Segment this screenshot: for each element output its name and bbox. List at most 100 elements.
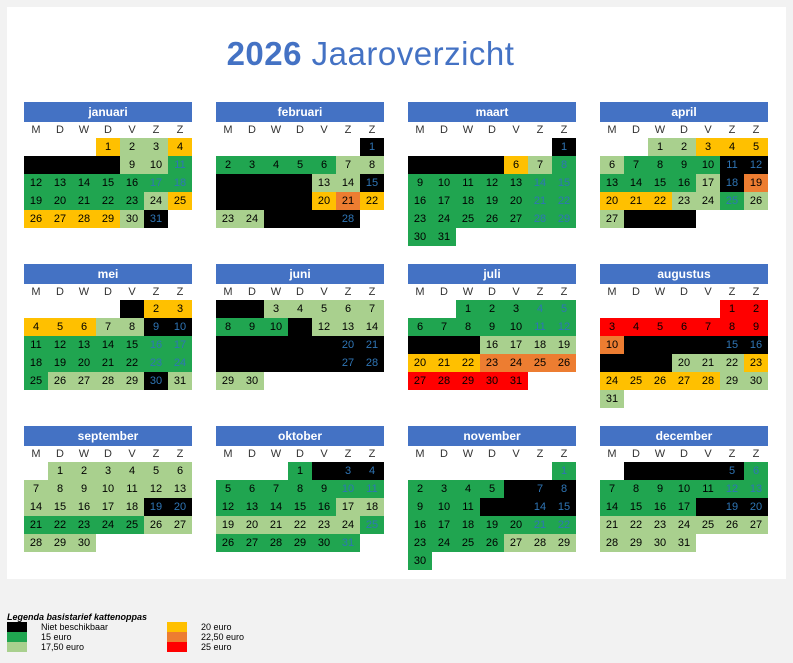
day-name: D: [248, 124, 256, 136]
day-name: D: [440, 286, 448, 298]
day-cell: 17: [96, 498, 120, 516]
day-cell: 26: [648, 372, 672, 390]
day-cell: 7: [696, 318, 720, 336]
day-cell: 24: [504, 354, 528, 372]
week-row: 21 22 23 24 25 26 27: [24, 516, 192, 534]
week-row: 16 17 18 19 20 21 22: [408, 516, 576, 534]
day-cell: 12: [480, 174, 504, 192]
day-cell: 27: [240, 534, 264, 552]
day-cell: [456, 156, 480, 174]
day-cell: 8: [360, 156, 384, 174]
day-cell: [600, 462, 624, 480]
day-cell: 25: [720, 192, 744, 210]
month-augustus: augustus M D W D V Z Z 1 2 3 4 5 6 7 8 9 10 15 16 20 21 22 23 24…: [600, 264, 768, 408]
day-name: Z: [560, 286, 568, 298]
day-cell: 2: [744, 300, 768, 318]
day-name: V: [512, 286, 520, 298]
day-cell: 11: [120, 480, 144, 498]
week-row: 30 31: [408, 228, 576, 246]
day-cell: 17: [432, 516, 456, 534]
day-cell: 20: [240, 516, 264, 534]
legend: Legenda basistarief kattenoppas Niet bes…: [7, 612, 307, 652]
day-cell: 11: [456, 498, 480, 516]
legend-swatch: [167, 642, 187, 652]
day-cell: 9: [480, 318, 504, 336]
day-cell: 6: [168, 462, 192, 480]
day-cell: 9: [120, 156, 144, 174]
day-cell: 15: [552, 498, 576, 516]
day-cell: [456, 336, 480, 354]
day-cell: 27: [48, 210, 72, 228]
day-cell: 9: [648, 480, 672, 498]
day-cell: [624, 138, 648, 156]
day-cell: 5: [216, 480, 240, 498]
day-cell: 22: [288, 516, 312, 534]
day-cell: 27: [72, 372, 96, 390]
day-name: W: [654, 286, 666, 298]
day-cell: 1: [48, 462, 72, 480]
day-name: M: [607, 448, 617, 460]
day-cell: [432, 138, 456, 156]
day-name: Z: [176, 448, 184, 460]
day-cell: 18: [360, 498, 384, 516]
day-cell: [288, 174, 312, 192]
day-cell: 18: [120, 498, 144, 516]
day-cell: 18: [24, 354, 48, 372]
day-cell: 31: [144, 210, 168, 228]
day-cell: [504, 498, 528, 516]
calendar-sheet: 2026 Jaaroverzicht januari M D W D V Z Z 1 2 3 4 9 10…: [7, 7, 786, 579]
day-cell: [312, 354, 336, 372]
day-cell: [624, 390, 648, 408]
legend-item: 17,50 euro: [7, 642, 84, 652]
day-cell: [360, 372, 384, 390]
day-name: D: [680, 124, 688, 136]
day-name: D: [296, 448, 304, 460]
day-cell: 22: [624, 516, 648, 534]
day-cell: 7: [336, 156, 360, 174]
day-cell: 3: [432, 480, 456, 498]
week-row: 4 5 6 7 8 9 10: [24, 318, 192, 336]
day-cell: 20: [600, 192, 624, 210]
day-cell: 26: [552, 354, 576, 372]
day-name: D: [248, 448, 256, 460]
legend-item: 25 euro: [167, 642, 232, 652]
day-cell: 14: [360, 318, 384, 336]
day-name: D: [680, 286, 688, 298]
day-cell: 7: [360, 300, 384, 318]
day-cell: 10: [432, 498, 456, 516]
day-cell: [696, 210, 720, 228]
day-cell: 20: [504, 192, 528, 210]
day-cell: 22: [360, 192, 384, 210]
day-cell: 10: [504, 318, 528, 336]
month-januari: januari M D W D V Z Z 1 2 3 4 9 10 11 12 13 14 15 16 17 18 19 2…: [24, 102, 192, 228]
day-cell: 23: [312, 516, 336, 534]
day-cell: 27: [744, 516, 768, 534]
day-cell: 6: [504, 156, 528, 174]
day-cell: 13: [336, 318, 360, 336]
day-name: V: [512, 124, 520, 136]
day-cell: 11: [456, 174, 480, 192]
day-cell: [240, 462, 264, 480]
day-name: Z: [560, 124, 568, 136]
week-row: 31: [600, 390, 768, 408]
day-cell: 6: [744, 462, 768, 480]
day-cell: 23: [672, 192, 696, 210]
day-cell: 16: [120, 174, 144, 192]
day-cell: [480, 552, 504, 570]
legend-item: 22,50 euro: [167, 632, 244, 642]
day-cell: 10: [264, 318, 288, 336]
week-row: 6 7 8 9 10 11 12: [408, 318, 576, 336]
day-name: D: [440, 124, 448, 136]
month-december: december M D W D V Z Z 5 6 7 8 9 10 11 12 13 14 15 16 17 19 20…: [600, 426, 768, 552]
day-cell: [624, 210, 648, 228]
day-cell: 14: [264, 498, 288, 516]
month-header: juni: [216, 264, 384, 284]
day-cell: 4: [288, 300, 312, 318]
day-cell: 30: [312, 534, 336, 552]
week-row: 7 8 9 10 11 12 13: [24, 480, 192, 498]
day-cell: 25: [24, 372, 48, 390]
